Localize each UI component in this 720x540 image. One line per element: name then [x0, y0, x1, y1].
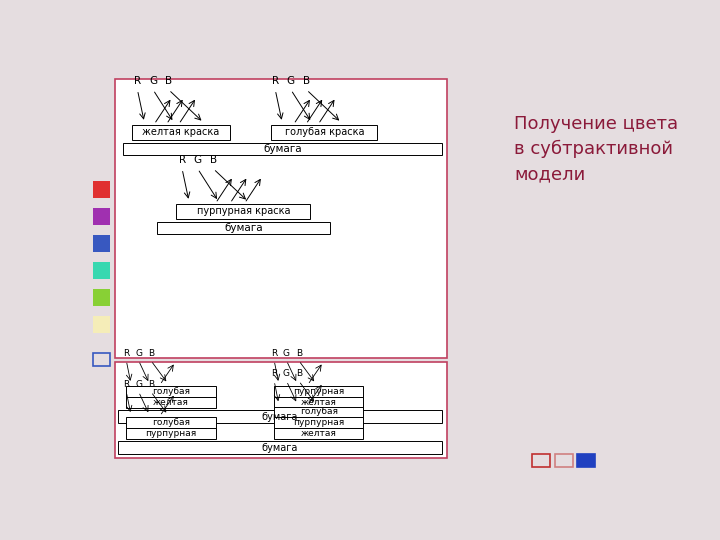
Bar [93, 181, 109, 198]
Bar [274, 417, 364, 428]
Bar [93, 235, 109, 252]
Text: B: B [296, 348, 302, 357]
Bar [93, 208, 109, 225]
Text: G: G [135, 348, 142, 357]
Text: G: G [283, 348, 290, 357]
Bar [176, 204, 310, 219]
Text: R: R [134, 77, 141, 86]
Bar [274, 386, 364, 397]
Text: B: B [148, 348, 154, 357]
Bar [533, 454, 550, 467]
Text: R: R [271, 77, 279, 86]
Text: G: G [287, 77, 295, 86]
Bar [93, 289, 109, 306]
Bar [118, 441, 441, 454]
Bar [93, 353, 109, 366]
Bar [115, 79, 447, 358]
Text: бумага: бумага [261, 443, 298, 453]
Text: Получение цвета
в субтрактивной
модели: Получение цвета в субтрактивной модели [514, 114, 678, 183]
Bar [274, 407, 364, 417]
Text: бумага: бумага [224, 223, 263, 233]
Text: бумага: бумага [261, 411, 298, 422]
Bar [577, 454, 595, 467]
Bar [126, 417, 215, 428]
Text: голубая: голубая [300, 408, 338, 416]
Text: голубая краска: голубая краска [284, 127, 364, 137]
Bar [126, 428, 215, 439]
Bar [93, 316, 109, 333]
Text: голубая: голубая [152, 387, 190, 396]
Text: B: B [296, 369, 302, 378]
Bar [274, 428, 364, 439]
Text: бумага: бумага [264, 144, 302, 154]
Text: G: G [283, 369, 290, 378]
Text: R: R [271, 369, 277, 378]
Bar [118, 410, 441, 423]
Text: желтая: желтая [301, 398, 337, 407]
Text: B: B [303, 77, 310, 86]
Bar [157, 222, 330, 234]
Bar [271, 125, 377, 140]
Text: желтая: желтая [301, 429, 337, 438]
Bar [132, 125, 230, 140]
Bar [126, 386, 215, 397]
Text: пурпурная краска: пурпурная краска [197, 206, 290, 217]
Bar [93, 262, 109, 279]
Text: пурпурная: пурпурная [293, 418, 344, 427]
Text: желтая: желтая [153, 398, 189, 407]
Text: R: R [123, 380, 130, 389]
Text: R: R [123, 348, 130, 357]
Text: R: R [179, 156, 186, 165]
Bar [555, 454, 572, 467]
Bar [115, 362, 447, 458]
Text: голубая: голубая [152, 418, 190, 427]
Text: B: B [148, 380, 154, 389]
Bar [274, 397, 364, 408]
Text: G: G [149, 77, 157, 86]
Bar [124, 143, 441, 156]
Text: пурпурная: пурпурная [293, 387, 344, 396]
Text: желтая краска: желтая краска [142, 127, 220, 137]
Text: пурпурная: пурпурная [145, 429, 197, 438]
Text: G: G [194, 156, 202, 165]
Bar [126, 397, 215, 408]
Text: G: G [135, 380, 142, 389]
Text: R: R [271, 348, 277, 357]
Text: B: B [165, 77, 172, 86]
Text: B: B [210, 156, 217, 165]
